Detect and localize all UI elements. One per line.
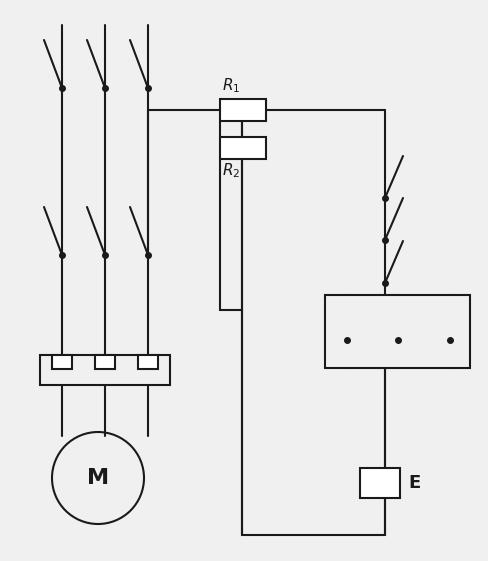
Bar [52, 355, 72, 369]
Bar [325, 295, 469, 368]
Text: $R_2$: $R_2$ [222, 161, 240, 180]
Bar [359, 468, 399, 498]
Bar [220, 137, 265, 159]
Text: E: E [407, 474, 419, 492]
Text: $R_1$: $R_1$ [222, 76, 240, 95]
Bar [220, 99, 265, 121]
Bar [95, 355, 115, 369]
Bar [40, 355, 170, 385]
Text: M: M [87, 468, 109, 488]
Bar [138, 355, 158, 369]
